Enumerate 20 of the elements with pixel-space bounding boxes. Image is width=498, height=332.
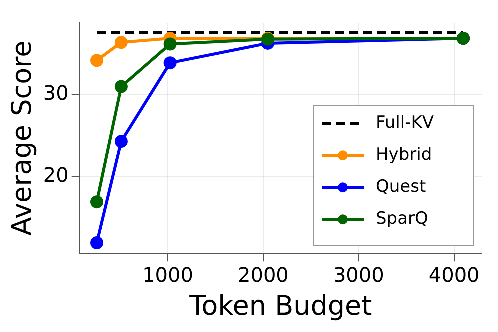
point <box>90 196 104 209</box>
x-tick-label: 2000 <box>238 262 289 287</box>
y-tick-label: 20 <box>43 162 69 187</box>
point <box>114 80 128 94</box>
y-tick-label: 30 <box>43 81 69 106</box>
legend-label: Full-KV <box>376 113 434 134</box>
point <box>90 54 104 68</box>
legend-label: Quest <box>376 177 426 198</box>
x-tick-label: 4000 <box>428 262 480 287</box>
x-tick-label: 3000 <box>333 262 384 287</box>
point <box>90 236 104 250</box>
point <box>114 135 128 148</box>
x-tick-label: 1000 <box>142 262 194 287</box>
y-axis-title: Average Score <box>7 40 38 236</box>
legend-label: Hybrid <box>376 145 432 166</box>
point <box>164 38 177 51</box>
point <box>114 36 128 50</box>
legend-label: SparQ <box>376 209 428 230</box>
point <box>164 56 177 70</box>
x-axis-title: Token Budget <box>188 290 372 322</box>
